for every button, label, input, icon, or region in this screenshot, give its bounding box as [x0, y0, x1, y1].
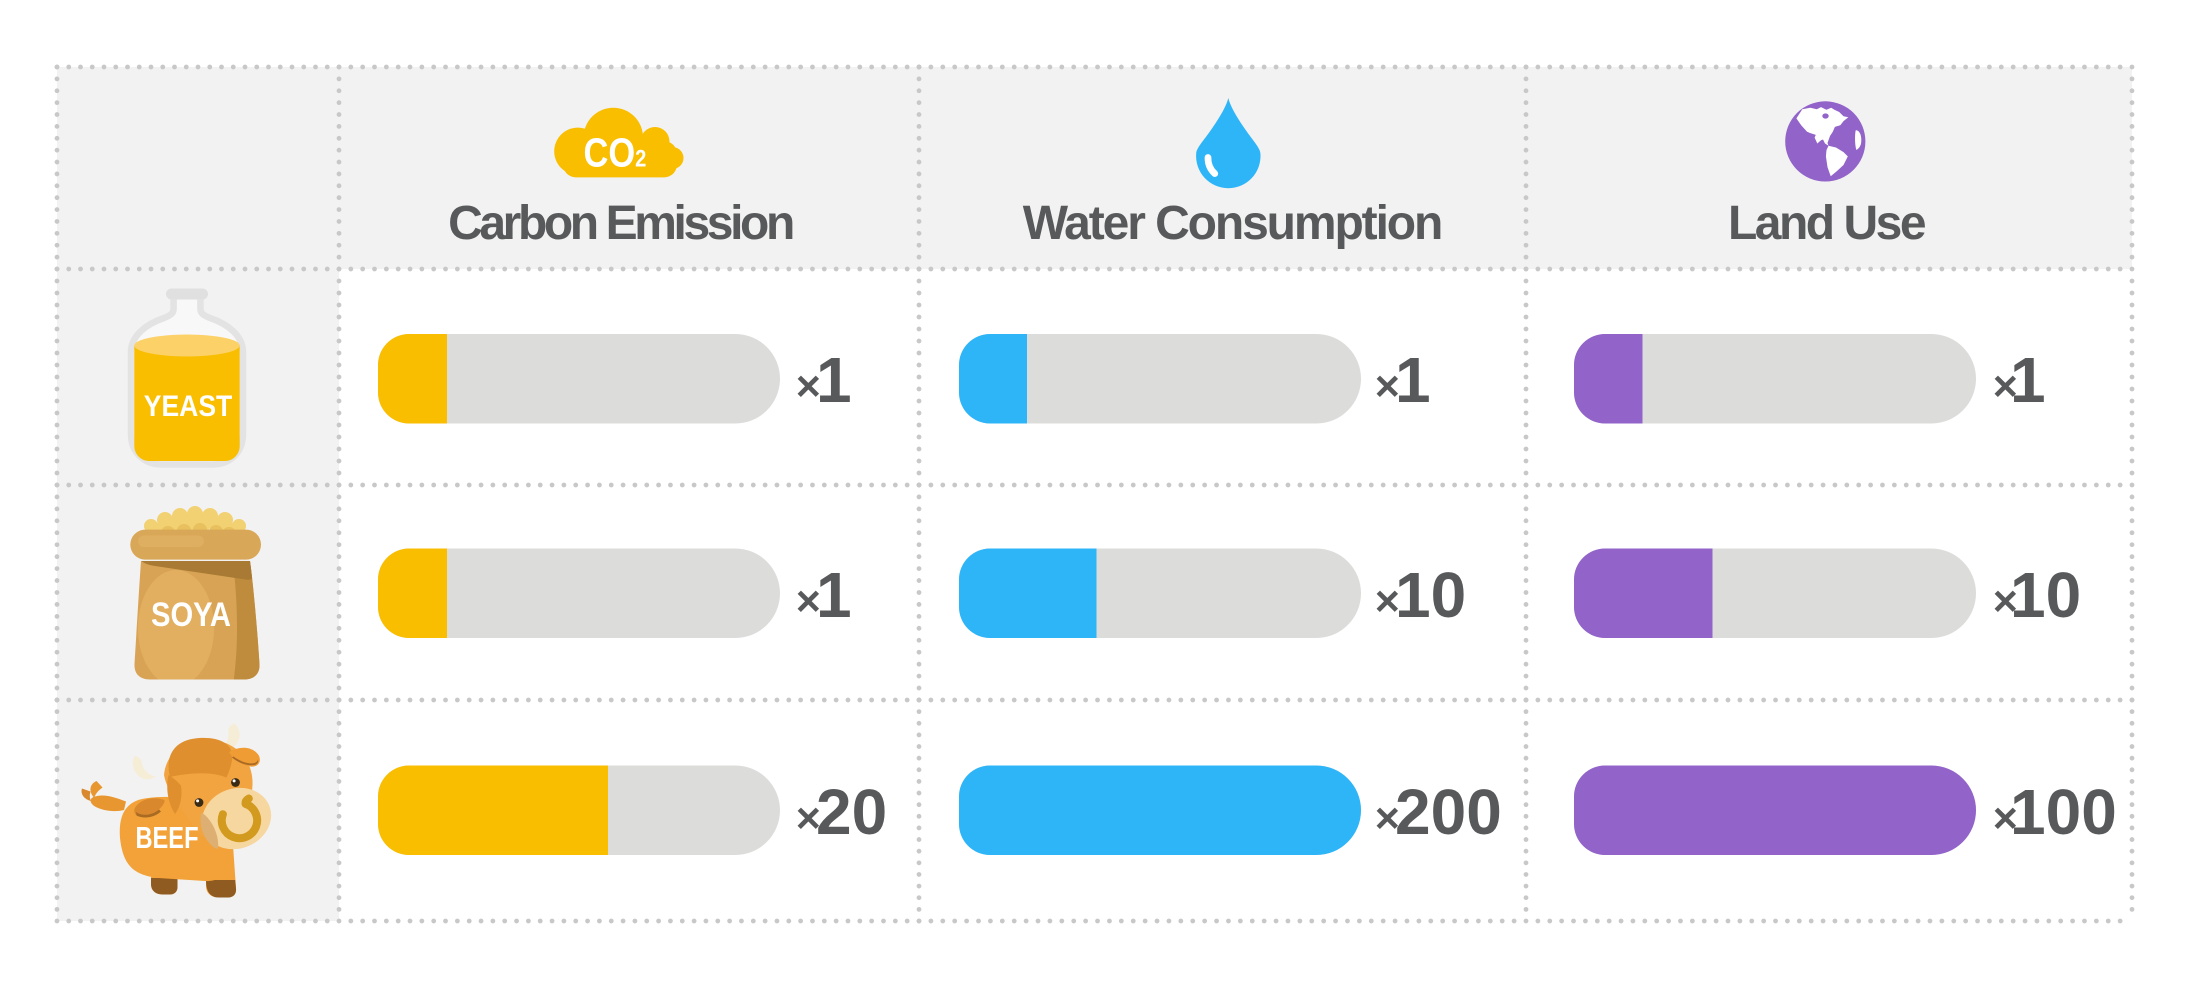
- svg-text:×: ×: [796, 363, 821, 411]
- svg-text:BEEF: BEEF: [136, 820, 199, 855]
- svg-text:YEAST: YEAST: [144, 390, 233, 423]
- svg-text:SOYA: SOYA: [151, 596, 231, 634]
- svg-text:Water Consumption: Water Consumption: [1023, 197, 1442, 250]
- svg-text:1: 1: [816, 344, 852, 416]
- svg-text:×: ×: [1993, 795, 2018, 843]
- svg-text:×: ×: [1993, 578, 2018, 626]
- svg-text:200: 200: [1395, 776, 1502, 848]
- svg-text:×: ×: [1993, 363, 2018, 411]
- svg-text:1: 1: [2010, 344, 2046, 416]
- svg-text:10: 10: [1395, 559, 1466, 631]
- svg-text:10: 10: [2010, 559, 2081, 631]
- svg-text:×: ×: [1375, 578, 1400, 626]
- svg-text:×: ×: [1375, 363, 1400, 411]
- svg-text:1: 1: [816, 559, 852, 631]
- svg-text:100: 100: [2010, 776, 2117, 848]
- svg-text:20: 20: [816, 776, 887, 848]
- svg-text:Carbon Emission: Carbon Emission: [448, 197, 793, 250]
- svg-text:×: ×: [796, 795, 821, 843]
- svg-text:Land Use: Land Use: [1728, 197, 1926, 250]
- svg-text:×: ×: [1375, 795, 1400, 843]
- svg-text:1: 1: [1395, 344, 1431, 416]
- svg-text:×: ×: [796, 578, 821, 626]
